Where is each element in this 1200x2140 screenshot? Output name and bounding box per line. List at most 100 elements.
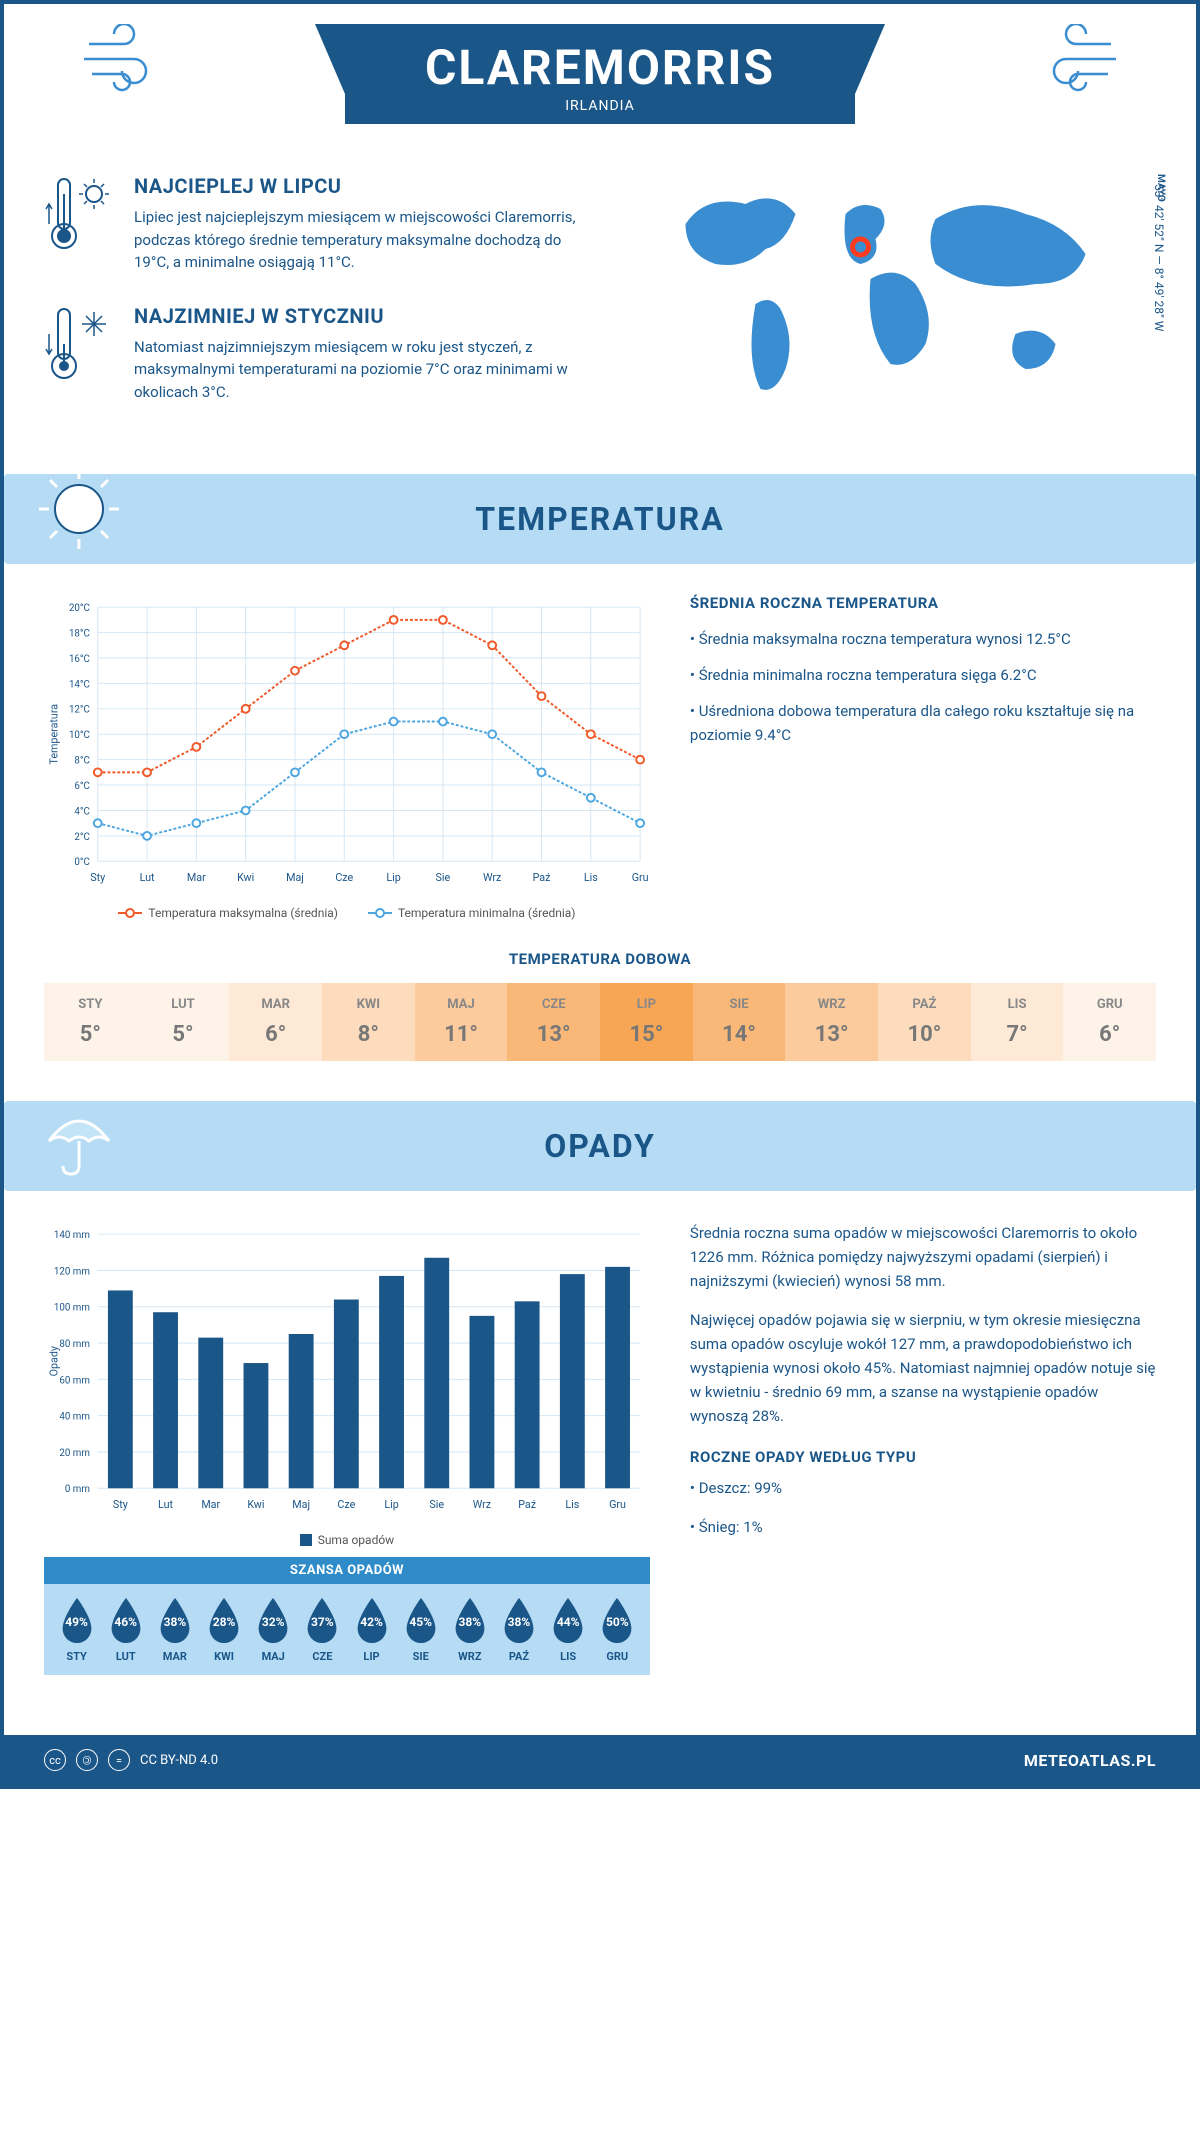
svg-text:16°C: 16°C — [69, 654, 90, 665]
svg-text:Lis: Lis — [584, 871, 598, 884]
hottest-fact: NAJCIEPLEJ W LIPCU Lipiec jest najcieple… — [44, 174, 585, 274]
temperature-title: TEMPERATURA — [475, 500, 724, 538]
svg-text:4°C: 4°C — [74, 806, 90, 817]
chance-col: 45% SIE — [396, 1596, 445, 1663]
chance-col: 38% MAR — [150, 1596, 199, 1663]
thermometer-snow-icon — [44, 304, 114, 404]
avg-temp-point: • Średnia maksymalna roczna temperatura … — [690, 627, 1156, 651]
svg-text:Mar: Mar — [201, 1498, 220, 1511]
daily-month: STY — [44, 997, 137, 1012]
daily-temp-col: MAJ11° — [415, 983, 508, 1061]
drop-icon: 38% — [155, 1596, 195, 1644]
svg-text:Wrz: Wrz — [473, 1498, 491, 1511]
svg-text:Lis: Lis — [565, 1498, 579, 1511]
daily-temp-col: SIE14° — [693, 983, 786, 1061]
svg-text:Kwi: Kwi — [237, 871, 254, 884]
daily-temp-col: MAR 6° — [229, 983, 322, 1061]
drop-icon: 45% — [401, 1596, 441, 1644]
chance-value: 28% — [213, 1615, 236, 1629]
daily-value: 15° — [600, 1022, 693, 1047]
precip-para2: Najwięcej opadów pojawia się w sierpniu,… — [690, 1308, 1156, 1428]
chance-value: 37% — [311, 1615, 334, 1629]
svg-text:Lut: Lut — [158, 1498, 173, 1511]
daily-month: CZE — [507, 997, 600, 1012]
svg-text:60 mm: 60 mm — [59, 1375, 90, 1386]
chance-month: STY — [52, 1650, 101, 1663]
chance-col: 32% MAJ — [249, 1596, 298, 1663]
svg-text:10°C: 10°C — [69, 730, 90, 741]
wind-icon — [84, 24, 164, 109]
chance-month: CZE — [298, 1650, 347, 1663]
precip-bytype-item: • Śnieg: 1% — [690, 1515, 1156, 1539]
daily-value: 8° — [322, 1022, 415, 1047]
svg-text:Mar: Mar — [187, 871, 206, 884]
temperature-legend: Temperatura maksymalna (średnia)Temperat… — [44, 906, 650, 920]
svg-text:0 mm: 0 mm — [65, 1484, 90, 1495]
svg-text:40 mm: 40 mm — [59, 1412, 90, 1423]
drop-icon: 38% — [499, 1596, 539, 1644]
chance-value: 38% — [459, 1615, 482, 1629]
svg-text:2°C: 2°C — [74, 832, 90, 843]
chance-month: KWI — [199, 1650, 248, 1663]
chance-month: MAR — [150, 1650, 199, 1663]
svg-text:Maj: Maj — [286, 871, 304, 884]
daily-month: LIP — [600, 997, 693, 1012]
daily-temp-col: LUT5° — [137, 983, 230, 1061]
daily-month: LIS — [971, 997, 1064, 1012]
wind-icon — [1036, 24, 1116, 109]
daily-month: WRZ — [785, 997, 878, 1012]
chance-month: LUT — [101, 1650, 150, 1663]
daily-month: SIE — [693, 997, 786, 1012]
drop-icon: 42% — [352, 1596, 392, 1644]
daily-month: MAR — [229, 997, 322, 1012]
svg-text:Sie: Sie — [429, 1498, 444, 1511]
chance-value: 42% — [360, 1615, 383, 1629]
svg-text:20°C: 20°C — [69, 603, 90, 614]
coldest-text: Natomiast najzimniejszym miesiącem w rok… — [134, 336, 585, 404]
svg-text:120 mm: 120 mm — [54, 1266, 90, 1277]
chance-col: 38% PAŹ — [494, 1596, 543, 1663]
daily-value: 6° — [229, 1022, 322, 1047]
site-label: METEOATLAS.PL — [1024, 1751, 1156, 1770]
svg-text:Opady: Opady — [48, 1346, 61, 1376]
svg-text:Gru: Gru — [609, 1498, 626, 1511]
daily-temp-col: CZE13° — [507, 983, 600, 1061]
top-info: NAJCIEPLEJ W LIPCU Lipiec jest najcieple… — [44, 174, 1156, 434]
country-label: IRLANDIA — [425, 98, 775, 114]
chance-month: SIE — [396, 1650, 445, 1663]
chance-col: 42% LIP — [347, 1596, 396, 1663]
drop-icon: 44% — [548, 1596, 588, 1644]
chance-row: 49% STY 46% LUT 38% MAR 28% KWI 32% MAJ … — [44, 1584, 650, 1675]
legend-item: Temperatura minimalna (średnia) — [368, 906, 576, 920]
daily-month: KWI — [322, 997, 415, 1012]
svg-text:Maj: Maj — [292, 1498, 310, 1511]
svg-text:18°C: 18°C — [69, 629, 90, 640]
svg-text:Gru: Gru — [632, 871, 649, 884]
svg-text:Sty: Sty — [90, 871, 105, 884]
svg-text:100 mm: 100 mm — [54, 1303, 90, 1314]
hottest-text: Lipiec jest najcieplejszym miesiącem w m… — [134, 206, 585, 274]
nd-icon: = — [108, 1749, 130, 1771]
chance-value: 50% — [606, 1615, 629, 1629]
chance-col: 37% CZE — [298, 1596, 347, 1663]
avg-temp-point: • Uśredniona dobowa temperatura dla całe… — [690, 699, 1156, 747]
by-icon: 🄯 — [76, 1749, 98, 1771]
daily-value: 13° — [785, 1022, 878, 1047]
chance-month: LIS — [544, 1650, 593, 1663]
daily-temp-col: KWI 8° — [322, 983, 415, 1061]
precip-para1: Średnia roczna suma opadów w miejscowośc… — [690, 1221, 1156, 1293]
daily-value: 7° — [971, 1022, 1064, 1047]
chance-col: 46% LUT — [101, 1596, 150, 1663]
chance-title: SZANSA OPADÓW — [44, 1557, 650, 1584]
daily-temp-col: LIS 7° — [971, 983, 1064, 1061]
license-label: CC BY-ND 4.0 — [140, 1753, 218, 1768]
precip-section-header: OPADY — [4, 1101, 1196, 1191]
chance-value: 46% — [114, 1615, 137, 1629]
chance-value: 38% — [508, 1615, 531, 1629]
svg-text:14°C: 14°C — [69, 679, 90, 690]
svg-text:Kwi: Kwi — [247, 1498, 264, 1511]
drop-icon: 49% — [57, 1596, 97, 1644]
svg-text:Lip: Lip — [384, 1498, 398, 1511]
chance-value: 38% — [164, 1615, 187, 1629]
daily-value: 11° — [415, 1022, 508, 1047]
